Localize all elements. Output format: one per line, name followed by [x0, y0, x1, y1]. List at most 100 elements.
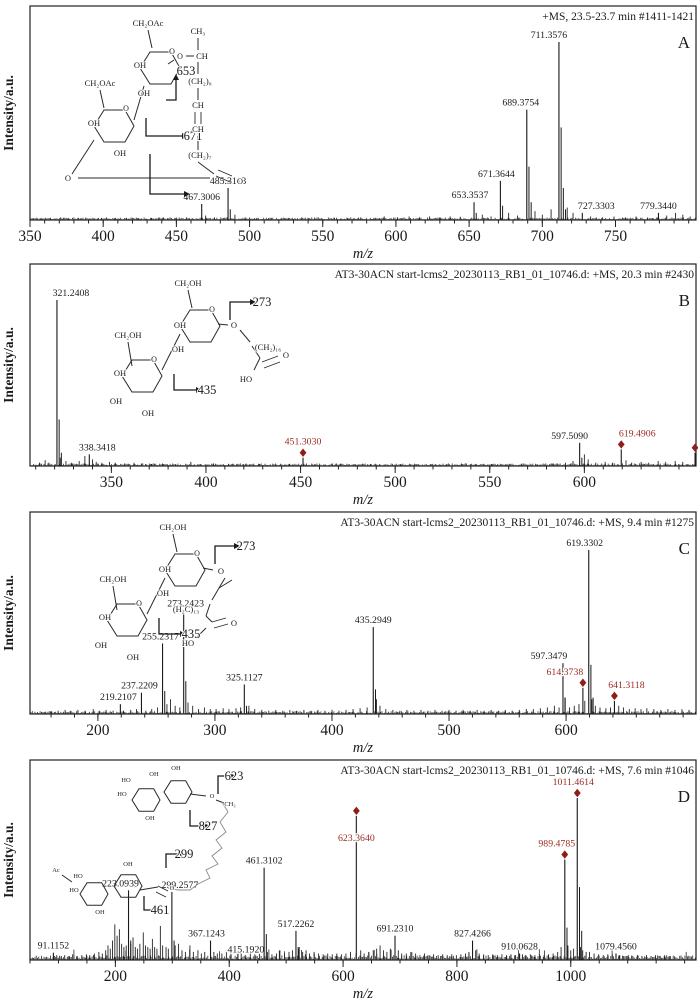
- structure-label: 671: [184, 129, 203, 143]
- structure-label: (H₂C)₁₃: [173, 604, 199, 614]
- structure-label: OH: [138, 88, 150, 98]
- plot-border: [29, 263, 697, 467]
- peak-label: 614.3738: [547, 667, 584, 678]
- peak-label: 711.3576: [531, 30, 567, 41]
- fragment-arrow: [189, 810, 204, 827]
- fragment-arrow: [143, 896, 156, 911]
- structure-label: 273: [253, 295, 272, 309]
- bond: [218, 579, 233, 589]
- structure-label: O: [170, 885, 175, 892]
- peak-label: 641.3118: [608, 680, 644, 691]
- peak-label: 415.1920: [228, 945, 265, 956]
- structure-label: 623: [225, 769, 244, 783]
- bond: [167, 59, 175, 65]
- bond: [189, 793, 207, 797]
- peak-label: 255.2317: [142, 631, 179, 642]
- peak-label: 237.2209: [121, 681, 158, 692]
- bond: [139, 886, 159, 891]
- peak-label: 273.2423: [167, 599, 204, 610]
- structure-label: O: [169, 47, 175, 56]
- fragment-arrow: [158, 618, 180, 635]
- structure-label: OH: [172, 344, 184, 354]
- structure-label: OH: [95, 640, 107, 650]
- x-axis-ticks: [35, 466, 680, 473]
- structure-label: OH: [149, 771, 159, 778]
- structure-label: CH₂OAc: [85, 78, 116, 88]
- fragment-arrow: [217, 775, 230, 794]
- structure-label: CH₂OH: [159, 522, 186, 532]
- structure-label: CH: [192, 124, 204, 134]
- structure-label: OH: [127, 652, 139, 662]
- panel-title: +MS, 23.5-23.7 min #1411-1421: [542, 11, 694, 23]
- panel-title: AT3-30ACN start-lcms2_20230113_RB1_01_10…: [340, 765, 694, 777]
- structure-label: O: [177, 52, 183, 61]
- peak-label: 338.3418: [79, 442, 116, 453]
- bond: [161, 333, 181, 371]
- plot-border: [29, 511, 697, 715]
- bond: [99, 89, 105, 109]
- structure-label: O: [123, 104, 129, 113]
- peak-label: 461.3102: [246, 856, 283, 867]
- fragment-arrow: [165, 853, 180, 868]
- diamond-marker: [617, 440, 625, 449]
- structure-label: OH: [110, 396, 122, 406]
- arrowhead: [156, 907, 162, 913]
- x-tick-label: 300: [203, 722, 227, 739]
- peak-label: 467.3006: [183, 192, 220, 203]
- sugar-ring: [106, 603, 148, 637]
- sugar-ring: [121, 359, 163, 393]
- structure-label: O: [283, 350, 289, 360]
- y-axis-title: Intensity/a.u.: [1, 75, 16, 151]
- sugar-ring: [179, 309, 221, 343]
- x-axis-title: m/z: [353, 986, 374, 1002]
- minor-peaks: [39, 454, 684, 466]
- structure-inset: CH₂OH OH OH CH₂OH OH OH OH 273 435 O O O (H₂C)₁₃ O HO: [94, 521, 257, 663]
- structure-label: O: [65, 173, 71, 183]
- structure-label: O: [136, 599, 142, 608]
- spectrum-panel-b: Intensity/a.u. 350 400 450 500 550 600 m/z 321.2…: [0, 262, 698, 510]
- structure-label: 435: [182, 627, 201, 641]
- bond: [146, 577, 166, 615]
- structure-label: 461: [151, 903, 170, 917]
- alkyl-chain: [167, 801, 229, 891]
- x-axis-title: m/z: [353, 740, 374, 756]
- x-tick-label: 400: [194, 474, 218, 491]
- bond: [133, 85, 145, 121]
- structure-label: HO: [240, 374, 252, 384]
- structure-label: CH: [196, 51, 208, 61]
- minor-peaks: [44, 697, 690, 714]
- peak-label: 619.3302: [566, 538, 603, 549]
- peak-label: 223.0939: [102, 878, 139, 889]
- x-tick-label: 700: [531, 228, 555, 245]
- arrowhead: [182, 133, 188, 139]
- structure-label: O: [151, 355, 157, 364]
- fragment-arrow: [173, 374, 196, 391]
- sugar-ring: [93, 109, 135, 143]
- bond: [197, 161, 215, 175]
- structure-label: 435: [198, 383, 217, 397]
- structure-label: OH: [145, 815, 155, 822]
- panel-title: AT3-30ACN start-lcms2_20230113_RB1_01_10…: [340, 517, 694, 529]
- peak-label: 435.2949: [355, 615, 392, 626]
- peak-label: 451.3030: [285, 437, 322, 448]
- structure-label: OH: [114, 148, 126, 158]
- structure-label: 653: [177, 64, 196, 78]
- bond: [195, 627, 207, 639]
- structure-label: CH: [192, 100, 204, 110]
- structure-label: 273: [237, 539, 256, 553]
- peak-label: 1011.4614: [553, 777, 594, 788]
- structure-label: (CH₂)₈: [188, 76, 211, 86]
- structure-label: 299: [175, 847, 194, 861]
- x-tick-label: 650: [457, 228, 481, 245]
- structure-label: O: [210, 793, 215, 800]
- double-bond: [211, 617, 227, 623]
- fragment-arrow: [149, 154, 184, 195]
- structure-label: OH: [159, 564, 171, 574]
- structure-label: OH: [134, 60, 146, 70]
- x-tick-label: 600: [331, 968, 355, 985]
- peak-label: 691.2310: [377, 924, 414, 935]
- structure-label: OH: [142, 408, 154, 418]
- panel-letter: B: [679, 291, 690, 310]
